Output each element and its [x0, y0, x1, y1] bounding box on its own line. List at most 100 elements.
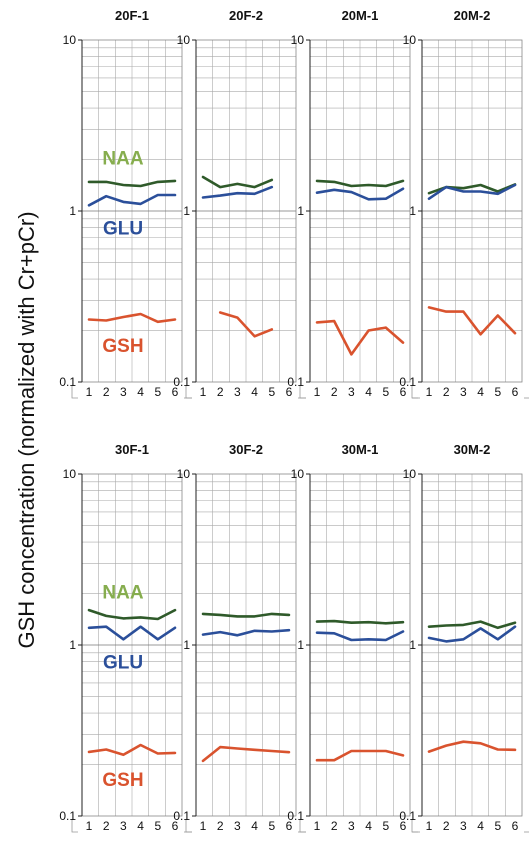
- x-tick-label: 1: [200, 819, 207, 833]
- y-tick-label: 0.1: [399, 809, 416, 823]
- x-axis-bracket-left: [185, 820, 192, 833]
- series-line-glu: [315, 187, 405, 201]
- y-tick-label: 10: [177, 467, 191, 481]
- y-tick-label: 1: [183, 204, 190, 218]
- x-tick-label: 3: [234, 385, 241, 399]
- x-tick-label: 4: [137, 385, 144, 399]
- y-tick-label: 1: [69, 638, 76, 652]
- y-tick-label: 0.1: [59, 375, 76, 389]
- x-axis-bracket-left: [299, 820, 306, 833]
- x-tick-label: 1: [314, 819, 321, 833]
- x-tick-label: 5: [494, 385, 501, 399]
- x-axis-bracket-left: [71, 820, 78, 833]
- y-tick-label: 1: [409, 638, 416, 652]
- x-tick-label: 4: [477, 819, 484, 833]
- x-tick-label: 1: [426, 385, 433, 399]
- y-tick-label: 1: [183, 638, 190, 652]
- series-line-glu: [427, 183, 517, 200]
- x-tick-label: 4: [251, 819, 258, 833]
- series-line-gsh: [315, 749, 405, 762]
- series-line-gsh: [427, 740, 517, 753]
- series-line-glu: [201, 628, 291, 637]
- metabolite-label-gsh: GSH: [102, 336, 143, 357]
- panel-title: 30F-1: [115, 442, 149, 457]
- x-tick-label: 6: [286, 819, 293, 833]
- series-line-naa: [201, 612, 291, 618]
- panel-title: 20F-2: [229, 8, 263, 23]
- x-tick-label: 2: [103, 385, 110, 399]
- series-line-naa: [87, 608, 177, 621]
- y-tick-label: 1: [297, 638, 304, 652]
- y-tick-label: 10: [63, 33, 77, 47]
- x-axis-bracket-left: [185, 386, 192, 399]
- x-tick-label: 6: [286, 385, 293, 399]
- y-tick-label: 10: [291, 33, 305, 47]
- series-line-gsh: [87, 312, 177, 324]
- x-tick-label: 2: [103, 819, 110, 833]
- series-line-gsh: [87, 743, 177, 757]
- x-tick-label: 1: [314, 385, 321, 399]
- x-tick-label: 4: [251, 385, 258, 399]
- x-tick-label: 2: [331, 385, 338, 399]
- x-tick-label: 6: [172, 385, 179, 399]
- x-tick-label: 5: [154, 819, 161, 833]
- series-line-naa: [315, 179, 405, 188]
- metabolite-label-glu: GLU: [103, 653, 143, 674]
- x-tick-label: 5: [268, 819, 275, 833]
- x-tick-label: 4: [365, 819, 372, 833]
- series-line-gsh: [201, 745, 291, 763]
- x-tick-label: 3: [234, 819, 241, 833]
- x-tick-label: 4: [477, 385, 484, 399]
- x-tick-label: 6: [512, 819, 519, 833]
- panel-title: 20M-1: [342, 8, 379, 23]
- series-line-glu: [201, 185, 274, 199]
- x-tick-label: 2: [443, 819, 450, 833]
- y-axis-label: GSH concentration (normalized with Cr+pC…: [14, 211, 39, 648]
- y-tick-label: 10: [403, 467, 417, 481]
- y-tick-label: 0.1: [173, 375, 190, 389]
- y-tick-label: 10: [403, 33, 417, 47]
- x-tick-label: 6: [400, 819, 407, 833]
- panel-title: 20F-1: [115, 8, 149, 23]
- y-tick-label: 0.1: [173, 809, 190, 823]
- metabolite-label-naa: NAA: [102, 583, 143, 604]
- x-tick-label: 3: [348, 385, 355, 399]
- x-tick-label: 3: [460, 819, 467, 833]
- x-tick-label: 5: [382, 819, 389, 833]
- x-tick-label: 5: [154, 385, 161, 399]
- x-axis-bracket-left: [71, 386, 78, 399]
- y-tick-label: 0.1: [399, 375, 416, 389]
- panel-title: 30M-2: [454, 442, 491, 457]
- x-tick-label: 1: [86, 385, 93, 399]
- x-tick-label: 3: [460, 385, 467, 399]
- series-line-glu: [87, 193, 177, 207]
- series-line-gsh: [315, 319, 405, 356]
- series-line-glu: [315, 630, 405, 642]
- series-line-naa: [427, 620, 517, 630]
- x-tick-label: 1: [86, 819, 93, 833]
- x-tick-label: 5: [268, 385, 275, 399]
- series-line-glu: [87, 625, 177, 641]
- x-tick-label: 2: [217, 385, 224, 399]
- x-axis-bracket-left: [299, 386, 306, 399]
- x-tick-label: 2: [217, 819, 224, 833]
- metabolite-label-gsh: GSH: [102, 770, 143, 791]
- y-tick-label: 1: [69, 204, 76, 218]
- x-tick-label: 3: [120, 819, 127, 833]
- x-tick-label: 6: [172, 819, 179, 833]
- series-line-gsh: [427, 306, 517, 336]
- x-tick-label: 6: [400, 385, 407, 399]
- x-tick-label: 2: [331, 819, 338, 833]
- series-line-naa: [201, 175, 274, 189]
- x-tick-label: 2: [443, 385, 450, 399]
- series-line-naa: [87, 179, 177, 188]
